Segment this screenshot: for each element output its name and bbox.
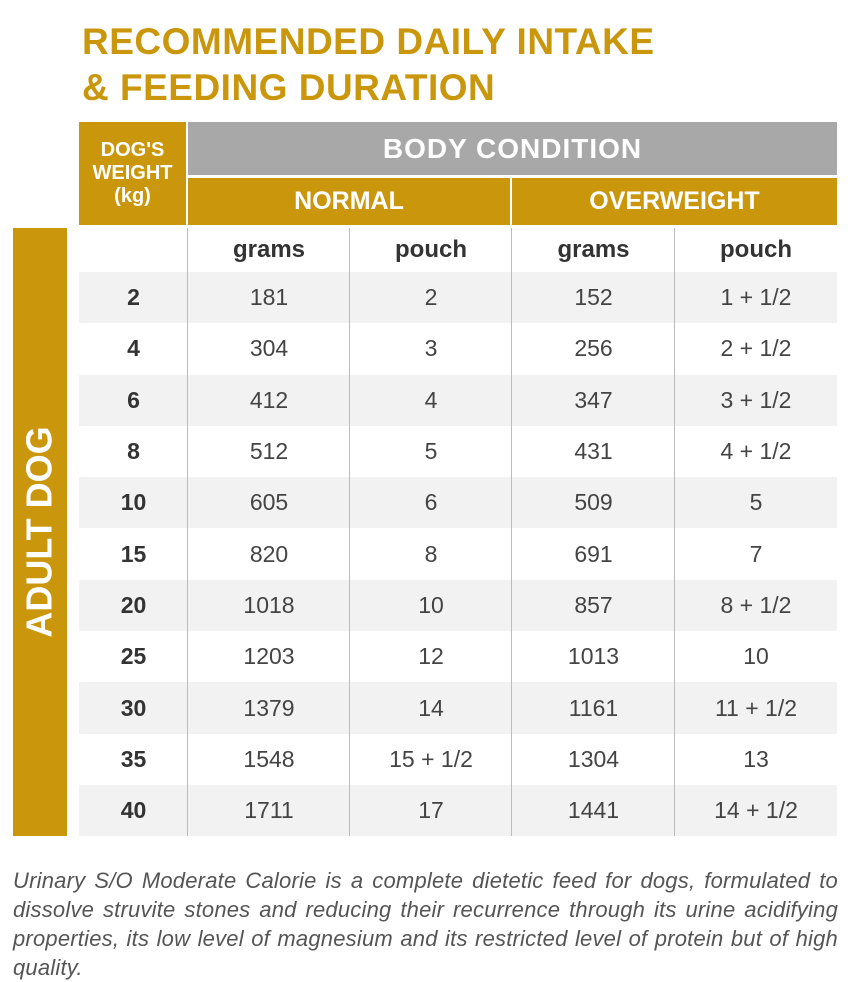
value-cell: 2 + 1/2 bbox=[720, 335, 792, 362]
footer-text: Urinary S/O Moderate Calorie is a comple… bbox=[13, 868, 838, 980]
weight-header-line: DOG'S bbox=[100, 139, 165, 161]
side-label-text: ADULT DOG bbox=[19, 426, 60, 638]
value-cell: 1711 bbox=[244, 797, 294, 824]
value-cell: 4 bbox=[424, 386, 438, 413]
value-cell: 1203 bbox=[243, 643, 295, 670]
value-cell: 1161 bbox=[568, 694, 619, 721]
weight-cell: 15 bbox=[120, 540, 147, 567]
value-cell: 509 bbox=[574, 489, 613, 516]
value-cell: 304 bbox=[249, 335, 289, 362]
value-cell: 1 + 1/2 bbox=[720, 284, 792, 311]
value-cell: 412 bbox=[249, 386, 289, 413]
value-cell: 512 bbox=[249, 438, 289, 465]
value-cell: 2 bbox=[424, 284, 438, 311]
value-cell: 1018 bbox=[243, 591, 295, 618]
weight-cell: 35 bbox=[120, 745, 147, 772]
value-cell: 12 bbox=[418, 643, 444, 670]
value-cell: 3 + 1/2 bbox=[720, 386, 792, 413]
weight-cell: 25 bbox=[120, 643, 147, 670]
unit-header: grams bbox=[557, 236, 630, 263]
weight-cell: 4 bbox=[127, 335, 140, 362]
value-cell: 8 bbox=[424, 540, 438, 567]
weight-cell: 8 bbox=[127, 438, 140, 465]
side-label: ADULT DOG bbox=[13, 228, 67, 836]
value-cell: 857 bbox=[574, 591, 613, 618]
value-cell: 691 bbox=[574, 540, 613, 567]
column-divider bbox=[674, 228, 675, 836]
weight-cell: 6 bbox=[127, 386, 140, 413]
value-cell: 3 bbox=[424, 335, 438, 362]
row-bg bbox=[79, 272, 837, 324]
column-divider bbox=[349, 228, 350, 836]
unit-header: pouch bbox=[395, 236, 467, 263]
unit-header: pouch bbox=[720, 236, 792, 263]
value-cell: 13 bbox=[743, 745, 769, 772]
weight-cell: 30 bbox=[120, 694, 147, 721]
value-cell: 17 bbox=[418, 797, 444, 824]
weight-cell: 2 bbox=[127, 284, 140, 311]
value-cell: 5 bbox=[424, 438, 438, 465]
title-line: RECOMMENDED DAILY INTAKE bbox=[82, 21, 655, 62]
value-cell: 431 bbox=[574, 438, 613, 465]
column-divider bbox=[511, 228, 512, 836]
condition-header: NORMAL bbox=[188, 178, 510, 225]
value-cell: 820 bbox=[249, 540, 289, 567]
value-cell: 1379 bbox=[243, 694, 295, 721]
value-cell: 10 bbox=[418, 591, 444, 618]
weight-cell: 10 bbox=[120, 489, 147, 516]
row-bg bbox=[79, 374, 837, 426]
title-line: & FEEDING DURATION bbox=[82, 67, 496, 108]
column-divider bbox=[187, 228, 188, 836]
unit-header: grams bbox=[232, 236, 306, 263]
value-cell: 6 bbox=[424, 489, 438, 516]
value-cell: 8 + 1/2 bbox=[720, 591, 792, 618]
value-cell: 347 bbox=[574, 386, 613, 413]
condition-header: OVERWEIGHT bbox=[512, 178, 837, 225]
value-cell: 7 bbox=[749, 540, 763, 567]
weight-cell: 20 bbox=[120, 591, 147, 618]
weight-header-line: (kg) bbox=[114, 185, 151, 207]
value-cell: 5 bbox=[749, 489, 763, 516]
row-bg bbox=[79, 785, 837, 837]
weight-cell: 40 bbox=[120, 797, 147, 824]
value-cell: 1441 bbox=[567, 797, 620, 824]
value-cell: 181 bbox=[249, 284, 289, 311]
weight-header: DOG'S WEIGHT (kg) bbox=[79, 122, 186, 225]
value-cell: 14 bbox=[418, 694, 444, 721]
row-bg bbox=[79, 682, 837, 734]
value-cell: 10 bbox=[743, 643, 769, 670]
value-cell: 15 + 1/2 bbox=[389, 745, 473, 772]
value-cell: 1548 bbox=[243, 745, 295, 772]
value-cell: 605 bbox=[249, 489, 289, 516]
value-cell: 152 bbox=[574, 284, 613, 311]
row-bg bbox=[79, 477, 837, 529]
value-cell: 1013 bbox=[567, 643, 620, 670]
row-bg bbox=[79, 579, 837, 632]
value-cell: 1304 bbox=[567, 745, 620, 772]
value-cell: 4 + 1/2 bbox=[720, 438, 792, 465]
group-header: BODY CONDITION bbox=[188, 122, 837, 175]
value-cell: 256 bbox=[574, 335, 613, 362]
value-cell: 11 + 1/2 bbox=[714, 694, 798, 721]
value-cell: 14 + 1/2 bbox=[714, 797, 798, 824]
weight-header-line: WEIGHT bbox=[92, 162, 173, 184]
